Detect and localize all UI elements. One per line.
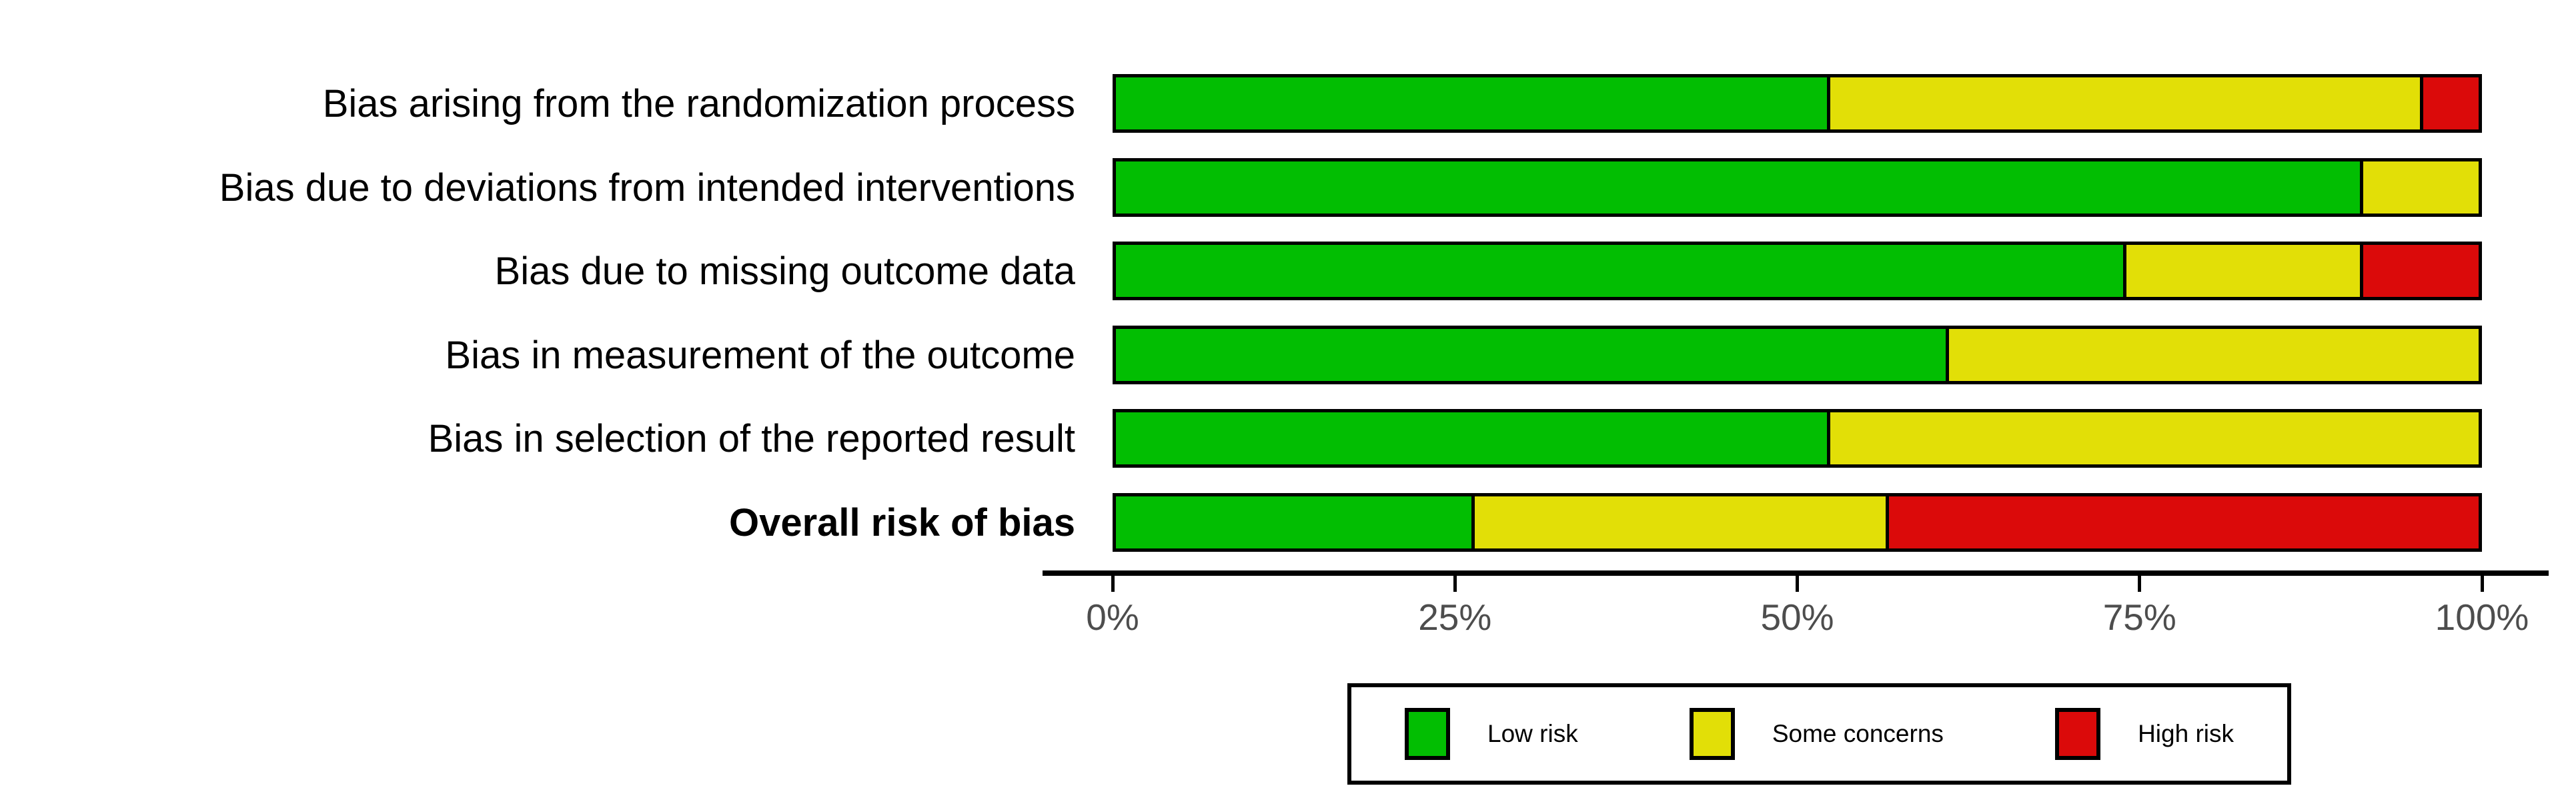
legend-label: High risk [2138, 720, 2234, 747]
axis-tick-label: 0% [1086, 596, 1139, 638]
bar-segment-some-concerns [2360, 161, 2479, 214]
bar-segment-high-risk [1886, 496, 2479, 548]
stacked-bar [1113, 158, 2482, 217]
axis-tick-mark [2138, 576, 2142, 592]
legend-label: Low risk [1487, 720, 1578, 747]
bar-segment-some-concerns [1471, 496, 1886, 548]
category-label: Bias in selection of the reported result [428, 416, 1075, 460]
axis-tick-label: 75% [2102, 596, 2176, 638]
x-axis-line [1043, 570, 2549, 576]
category-label: Bias due to missing outcome data [494, 249, 1075, 293]
legend-label: Some concerns [1772, 720, 1944, 747]
axis-tick-label: 100% [2435, 596, 2529, 638]
category-label: Overall risk of bias [728, 500, 1075, 544]
stacked-bar [1113, 326, 2482, 384]
bar-segment-some-concerns [1946, 329, 2479, 381]
bar-segment-high-risk [2360, 245, 2479, 297]
axis-tick-mark [1796, 576, 1799, 592]
legend-swatch-icon [1689, 708, 1735, 760]
legend-swatch-icon [1405, 708, 1450, 760]
stacked-bar [1113, 74, 2482, 133]
bar-segment-high-risk [2420, 77, 2479, 129]
axis-tick-mark [1111, 576, 1115, 592]
bar-segment-low-risk [1116, 77, 1828, 129]
legend-item: High risk [2055, 708, 2234, 760]
legend-swatch-icon [2055, 708, 2101, 760]
bar-segment-some-concerns [1827, 412, 2479, 464]
bar-segment-low-risk [1116, 412, 1828, 464]
bar-segment-low-risk [1116, 329, 1946, 381]
legend-item: Some concerns [1689, 708, 1944, 760]
bar-segment-low-risk [1116, 496, 1472, 548]
category-label: Bias in measurement of the outcome [445, 333, 1075, 377]
legend: Low risk Some concerns High risk [1347, 683, 2291, 785]
bar-segment-some-concerns [1827, 77, 2421, 129]
axis-tick-mark [1453, 576, 1457, 592]
stacked-bar [1113, 409, 2482, 468]
category-label: Bias arising from the randomization proc… [322, 81, 1075, 125]
bar-segment-low-risk [1116, 161, 2361, 214]
stacked-bar [1113, 242, 2482, 300]
legend-item: Low risk [1405, 708, 1578, 760]
bar-segment-some-concerns [2122, 245, 2361, 297]
axis-tick-label: 50% [1760, 596, 1834, 638]
category-label: Bias due to deviations from intended int… [219, 165, 1075, 210]
axis-tick-mark [2480, 576, 2484, 592]
stacked-bar [1113, 493, 2482, 552]
axis-tick-label: 25% [1418, 596, 1492, 638]
bar-segment-low-risk [1116, 245, 2123, 297]
